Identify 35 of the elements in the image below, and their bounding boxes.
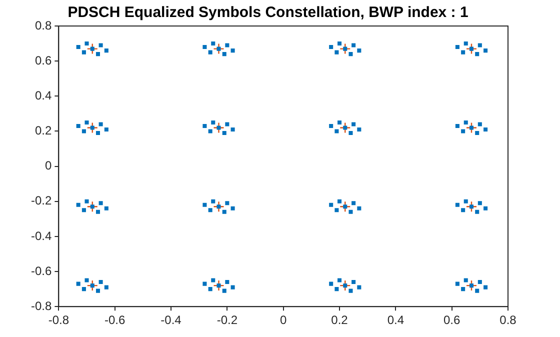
- point: [86, 43, 98, 54]
- point: [213, 43, 224, 54]
- x-tick-label: -0.4: [160, 313, 182, 328]
- y-tick-label: 0.8: [34, 18, 52, 32]
- point: [340, 43, 351, 54]
- point: [213, 280, 224, 292]
- chart-title: PDSCH Equalized Symbols Constellation, BWP index : 1: [68, 4, 468, 22]
- y-tick-label: 0.4: [34, 88, 52, 102]
- x-tick-label: 0.4: [387, 313, 404, 328]
- x-tick-label: -0.2: [216, 313, 238, 328]
- point: [466, 280, 478, 292]
- point: [340, 280, 351, 292]
- point: [340, 201, 351, 212]
- point: [86, 280, 98, 292]
- y-tick-label: 0.6: [34, 53, 52, 68]
- x-tick-label: 0.6: [443, 313, 460, 328]
- y-tick-label: -0.2: [30, 194, 52, 208]
- y-tick-label: -0.6: [30, 264, 52, 278]
- point: [213, 201, 224, 212]
- point: [466, 43, 478, 54]
- x-tick-label: 0.2: [331, 313, 348, 328]
- point: [213, 122, 224, 134]
- point: [86, 201, 98, 212]
- y-tick-label: -0.4: [30, 228, 52, 243]
- point: [466, 122, 478, 134]
- x-tick-label: 0: [280, 313, 287, 328]
- y-tick-label: 0: [44, 158, 52, 173]
- y-tick-label: -0.8: [30, 298, 52, 313]
- x-tick-label: -0.6: [104, 313, 126, 328]
- point: [86, 122, 98, 134]
- point: [466, 201, 478, 212]
- point: [340, 122, 351, 134]
- x-tick-label: -0.8: [48, 313, 70, 328]
- y-tick-label: 0.2: [34, 124, 52, 138]
- x-tick-label: 0.8: [500, 313, 517, 328]
